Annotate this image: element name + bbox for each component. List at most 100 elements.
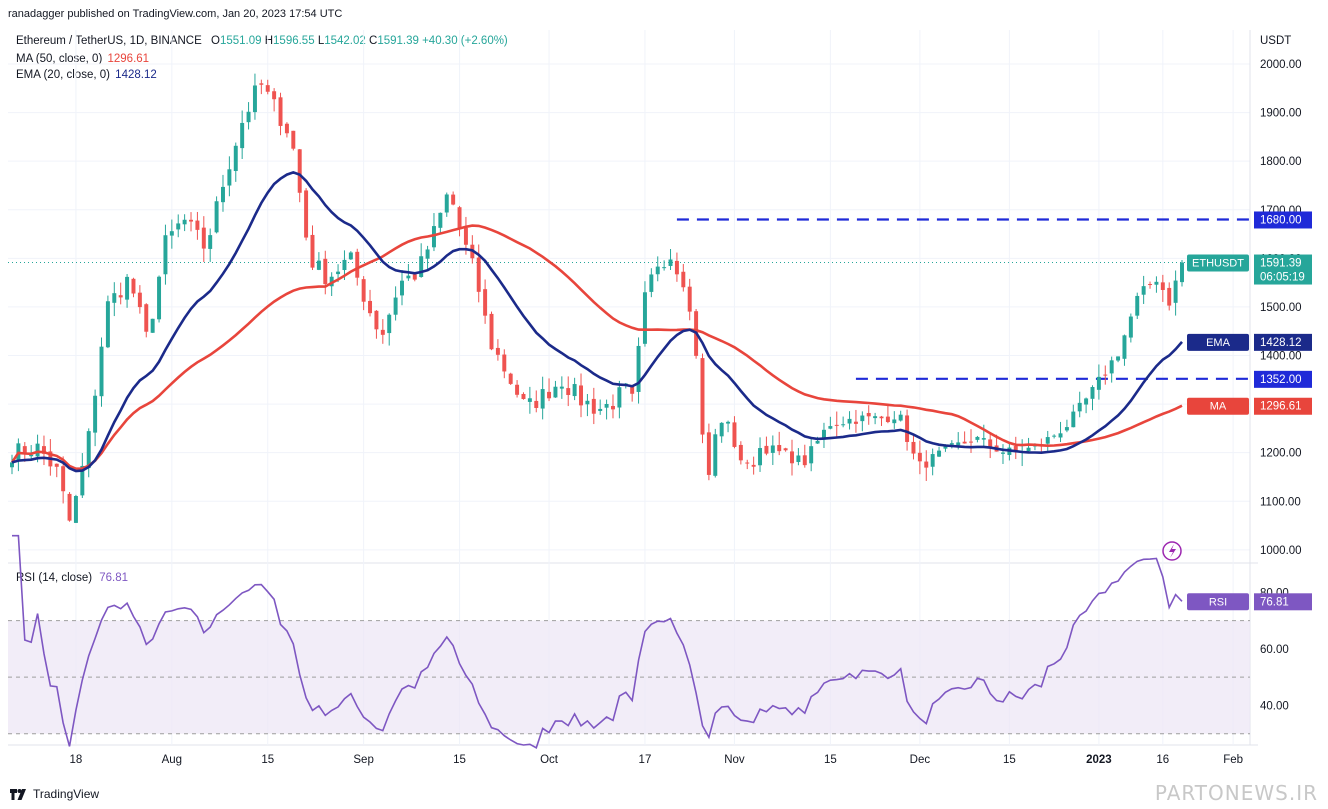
- ma-legend-label: MA (50, close, 0): [16, 53, 103, 65]
- level-1352-badge-value: 1352.00: [1260, 374, 1302, 386]
- candle-body: [764, 445, 769, 454]
- candle-body: [1135, 295, 1140, 316]
- candle-body: [252, 85, 257, 113]
- ema-legend: EMA (20, close, 0) 1428.12: [16, 69, 157, 81]
- candle-body: [905, 415, 910, 442]
- candle-body: [917, 452, 922, 462]
- publisher-line: ranadagger published on TradingView.com,…: [8, 8, 343, 20]
- last-price-badge-box: [1254, 254, 1312, 285]
- ema-badge-tag: [1187, 333, 1249, 351]
- y-tick-label: 2000.00: [1260, 59, 1302, 71]
- x-tick-label: 18: [70, 754, 83, 766]
- candle-body: [35, 443, 40, 457]
- ema20-line: [11, 171, 1183, 473]
- candle-body: [949, 443, 954, 445]
- candle-body: [368, 300, 373, 314]
- candle-body: [956, 442, 961, 446]
- level-1680-badge: 1680.00: [1254, 211, 1312, 229]
- candle-body: [981, 438, 986, 440]
- ema-badge: EMA 1428.12: [1187, 333, 1312, 351]
- ma50-line: [10, 224, 1183, 471]
- candle-body: [579, 385, 583, 406]
- candle-body: [770, 445, 775, 453]
- candle-body: [515, 384, 520, 395]
- candle-body: [304, 190, 309, 238]
- candle-body: [342, 259, 347, 271]
- ma-legend-value: 1296.61: [107, 53, 150, 65]
- candle-body: [150, 318, 155, 333]
- candle-body: [681, 271, 686, 288]
- candle-body: [1013, 446, 1018, 451]
- currency-label: USDT: [1260, 35, 1291, 47]
- candle-body: [118, 295, 123, 298]
- x-tick-label: 15: [453, 754, 466, 766]
- candle-body: [809, 446, 814, 464]
- ma-legend: MA (50, close, 0) 1296.61: [16, 53, 149, 65]
- candle-body: [636, 345, 641, 392]
- candle-body: [316, 260, 321, 270]
- candle-body: [745, 462, 750, 464]
- candle-body: [758, 448, 763, 466]
- candle-body: [796, 455, 801, 462]
- candle-body: [1180, 262, 1184, 283]
- level-lines: [8, 218, 1250, 380]
- ohlc-h: 1596.55: [273, 35, 315, 47]
- candle-body: [1058, 433, 1063, 438]
- candles: [10, 73, 1184, 524]
- candle-body: [962, 441, 967, 444]
- candle-body: [29, 454, 34, 457]
- candle-body: [54, 463, 59, 467]
- candle-body: [662, 267, 667, 269]
- candle-body: [163, 235, 168, 275]
- x-tick-label: 17: [639, 754, 652, 766]
- rsi-tick-label: 40.00: [1260, 700, 1289, 712]
- candle-body: [463, 227, 468, 245]
- candle-body: [668, 259, 673, 266]
- candle-body: [221, 186, 225, 203]
- candle-body: [323, 258, 328, 285]
- flash-icon-bolt: [1169, 544, 1176, 558]
- candle-body: [1045, 437, 1050, 444]
- rsi-line: [12, 534, 1183, 749]
- last-price-badge: ETHUSDT 1591.39 06:05:19: [1187, 254, 1312, 285]
- x-tick-label: 15: [824, 754, 837, 766]
- ma-badge: MA 1296.61: [1187, 397, 1312, 415]
- candle-body: [105, 301, 110, 348]
- candle-body: [591, 398, 596, 414]
- candle-body: [924, 461, 929, 468]
- candle-body: [336, 271, 341, 275]
- symbol-legend: Ethereum / TetherUS, 1D, BINANCE O1551.0…: [16, 35, 508, 47]
- level-1352-badge-box: [1254, 370, 1312, 388]
- candle-body: [41, 446, 46, 454]
- candle-body: [508, 373, 513, 384]
- candle-body: [547, 391, 552, 399]
- candle-body: [1052, 435, 1057, 437]
- ema-badge-tag-text: EMA: [1206, 337, 1231, 349]
- candle-body: [291, 130, 296, 149]
- candle-body: [585, 400, 590, 405]
- candle-body: [866, 412, 871, 417]
- brand-name: TradingView: [33, 787, 100, 801]
- candle-body: [604, 403, 609, 408]
- candle-body: [1103, 374, 1108, 376]
- candle-body: [649, 274, 654, 292]
- tradingview-logo[interactable]: TradingView: [10, 787, 99, 801]
- y-tick-label: 1900.00: [1260, 108, 1302, 120]
- ohlc-o-label: O: [210, 35, 220, 47]
- candle-body: [425, 249, 430, 259]
- candle-body: [195, 220, 200, 230]
- candle-body: [201, 227, 206, 249]
- y-tick-label: 1100.00: [1260, 496, 1301, 508]
- candle-body: [847, 418, 852, 424]
- candle-body: [131, 278, 136, 294]
- rsi-legend-value: 76.81: [99, 572, 129, 584]
- candle-body: [457, 207, 462, 228]
- candle-body: [873, 416, 878, 419]
- candle-body: [834, 424, 839, 426]
- candle-body: [860, 415, 865, 422]
- candle-body: [1173, 280, 1178, 303]
- ohlc-l-label: L: [317, 35, 325, 47]
- candle-body: [431, 226, 436, 248]
- candle-body: [1141, 286, 1146, 295]
